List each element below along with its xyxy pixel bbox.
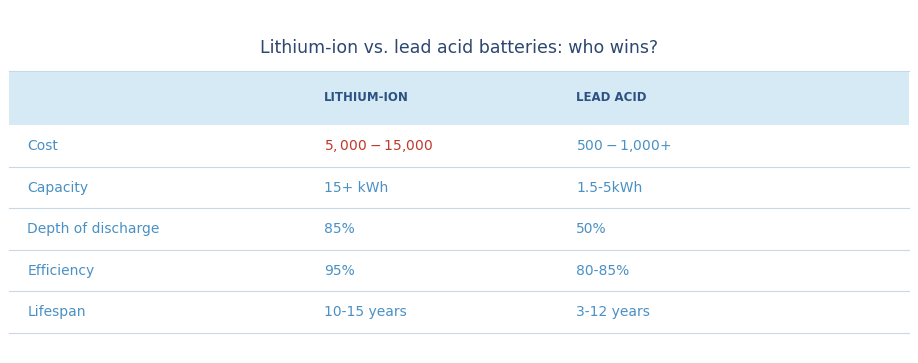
Text: 1.5-5kWh: 1.5-5kWh bbox=[576, 180, 643, 195]
FancyBboxPatch shape bbox=[9, 167, 909, 208]
FancyBboxPatch shape bbox=[9, 291, 909, 333]
Text: $5,000 - $15,000: $5,000 - $15,000 bbox=[324, 138, 433, 154]
Text: Efficiency: Efficiency bbox=[28, 264, 95, 278]
Text: LEAD ACID: LEAD ACID bbox=[576, 91, 646, 105]
Text: 10-15 years: 10-15 years bbox=[324, 305, 407, 319]
Text: Lifespan: Lifespan bbox=[28, 305, 85, 319]
Text: Depth of discharge: Depth of discharge bbox=[28, 222, 160, 236]
Text: 95%: 95% bbox=[324, 264, 354, 278]
Text: 15+ kWh: 15+ kWh bbox=[324, 180, 388, 195]
Text: 80-85%: 80-85% bbox=[576, 264, 629, 278]
Text: 50%: 50% bbox=[576, 222, 607, 236]
Text: 85%: 85% bbox=[324, 222, 354, 236]
Text: $500 - $1,000+: $500 - $1,000+ bbox=[576, 138, 671, 154]
Text: LITHIUM-ION: LITHIUM-ION bbox=[324, 91, 409, 105]
Text: Lithium-ion vs. lead acid batteries: who wins?: Lithium-ion vs. lead acid batteries: who… bbox=[260, 39, 658, 57]
Text: 3-12 years: 3-12 years bbox=[576, 305, 650, 319]
FancyBboxPatch shape bbox=[9, 250, 909, 291]
Text: Capacity: Capacity bbox=[28, 180, 88, 195]
Text: Cost: Cost bbox=[28, 139, 58, 153]
FancyBboxPatch shape bbox=[9, 208, 909, 250]
FancyBboxPatch shape bbox=[9, 71, 909, 125]
FancyBboxPatch shape bbox=[9, 125, 909, 167]
